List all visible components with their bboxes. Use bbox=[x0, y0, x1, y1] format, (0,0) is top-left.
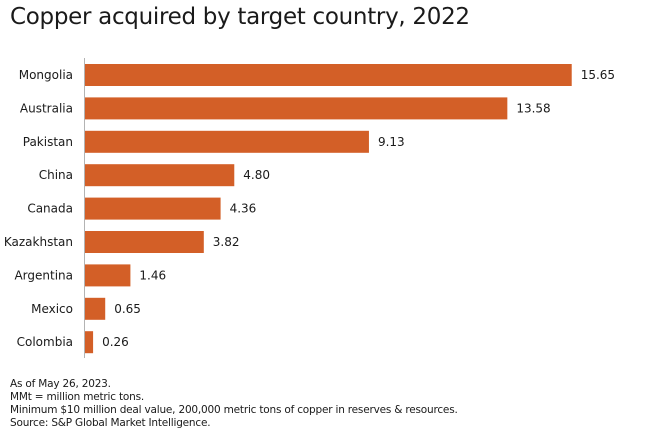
bar-colombia bbox=[85, 331, 94, 354]
category-label: Argentina bbox=[14, 268, 73, 282]
category-label: Australia bbox=[20, 101, 73, 115]
value-label: 1.46 bbox=[139, 268, 166, 282]
category-label: Pakistan bbox=[23, 135, 73, 149]
footnote-unit: MMt = million metric tons. bbox=[10, 391, 144, 403]
footnotes: As of May 26, 2023. MMt = million metric… bbox=[10, 378, 458, 430]
chart-title: Copper acquired by target country, 2022 bbox=[10, 4, 470, 30]
bar-canada bbox=[85, 197, 221, 220]
value-label: 9.13 bbox=[378, 135, 405, 149]
category-label: Colombia bbox=[17, 335, 73, 349]
category-label: China bbox=[39, 168, 73, 182]
value-label: 15.65 bbox=[581, 68, 615, 82]
value-label: 0.65 bbox=[114, 302, 141, 316]
value-label: 0.26 bbox=[102, 335, 129, 349]
bar-china bbox=[85, 164, 235, 187]
category-label: Kazakhstan bbox=[4, 235, 73, 249]
footnote-criteria: Minimum $10 million deal value, 200,000 … bbox=[10, 404, 458, 416]
bar-pakistan bbox=[85, 130, 369, 153]
category-label: Mongolia bbox=[19, 68, 73, 82]
value-label: 3.82 bbox=[213, 235, 240, 249]
bar-kazakhstan bbox=[85, 231, 204, 253]
bar-mexico bbox=[85, 297, 106, 320]
value-label: 13.58 bbox=[516, 101, 550, 115]
bar-argentina bbox=[85, 264, 131, 287]
value-label: 4.80 bbox=[243, 168, 270, 182]
bar-mongolia bbox=[85, 64, 572, 86]
category-label: Mexico bbox=[31, 302, 73, 316]
footnote-date: As of May 26, 2023. bbox=[10, 378, 111, 390]
category-label: Canada bbox=[27, 202, 73, 216]
footnote-source: Source: S&P Global Market Intelligence. bbox=[10, 417, 211, 429]
bars-group: Mongolia 15.65 Australia 13.58 Pakistan 9.13 C… bbox=[4, 64, 615, 354]
bar-australia bbox=[85, 97, 508, 120]
value-label: 4.36 bbox=[230, 202, 257, 216]
